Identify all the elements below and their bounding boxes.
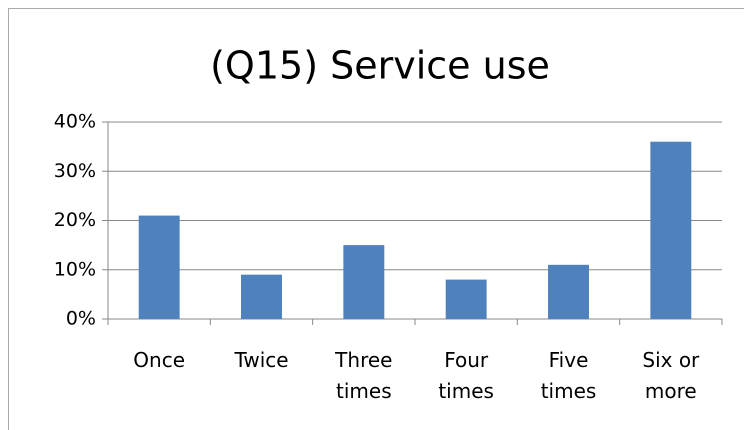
x-tick-label: Five times <box>540 348 597 403</box>
bar <box>241 274 282 319</box>
y-tick-label: 40% <box>54 111 96 133</box>
y-tick-label: 20% <box>54 209 96 231</box>
x-tick-label: Once <box>133 348 186 372</box>
bar <box>138 215 180 319</box>
x-tick-label: Twice <box>234 348 289 372</box>
x-tick-label: Six or more <box>642 348 700 403</box>
chart-border <box>8 8 744 430</box>
bar <box>445 279 487 319</box>
x-tick-label: Four times <box>438 348 494 403</box>
y-tick-label: 30% <box>54 160 96 182</box>
x-tick-label: Three times <box>335 348 393 403</box>
chart-title: (Q15) Service use <box>210 44 550 88</box>
bar <box>343 245 385 319</box>
y-tick-label: 10% <box>54 258 96 280</box>
y-tick-label: 0% <box>66 308 96 330</box>
bar <box>548 264 589 319</box>
bar <box>650 141 692 319</box>
